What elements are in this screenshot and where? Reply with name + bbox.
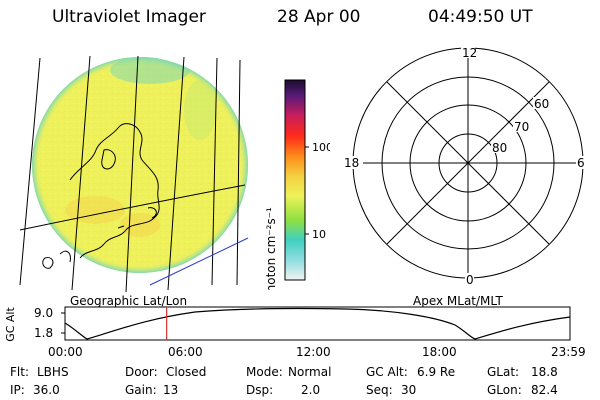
dsp-value: 2.0: [301, 383, 321, 397]
gcalt-label: GC Alt:: [366, 365, 408, 379]
observation-date: 28 Apr 00: [277, 7, 361, 27]
longitude-grid: [19, 55, 241, 293]
ip-value: 36.0: [33, 383, 60, 397]
polar-panel-title: Apex MLat/MLT: [413, 294, 503, 308]
altitude-ylabel: GC Alt: [3, 307, 17, 342]
seq-value: 30: [401, 383, 417, 397]
island-outline: [42, 257, 54, 269]
time-tick-2359: 23:59: [551, 345, 586, 359]
colorbar-tick-10: 10: [312, 228, 326, 241]
disk-edge: [32, 57, 248, 273]
flt-value: LBHS: [37, 365, 69, 379]
lat-label-80: 80: [492, 141, 507, 155]
polar-grid: [352, 47, 584, 279]
mode-value: Normal: [288, 365, 332, 379]
altitude-ytick-low: 1.8: [34, 326, 54, 340]
colorbar: 100 10 photon cm⁻²s⁻¹: [264, 79, 330, 290]
gcalt-value: 6.9 Re: [417, 365, 456, 379]
altitude-plot: [61, 306, 571, 341]
time-tick-0000: 00:00: [48, 345, 83, 359]
glon-value: 82.4: [531, 383, 558, 397]
mode-label: Mode:: [246, 365, 283, 379]
mlt-label-12: 12: [462, 46, 477, 60]
altitude-curve: [64, 307, 571, 340]
polar-plot: 12 18 6 0 60 70 80: [341, 46, 588, 287]
observation-time: 04:49:50 UT: [428, 7, 533, 27]
gain-label: Gain:: [125, 383, 157, 397]
glon-label: GLon:: [487, 383, 522, 397]
colorbar-unit-label: photon cm⁻²s⁻¹: [264, 207, 278, 290]
glat-label: GLat:: [487, 365, 520, 379]
colorbar-tick-100: 100: [312, 141, 330, 154]
time-tick-1200: 12:00: [296, 345, 331, 359]
seq-label: Seq:: [366, 383, 393, 397]
ip-label: IP:: [10, 383, 25, 397]
altitude-ytick-high: 9.0: [34, 306, 54, 320]
mlt-label-0: 0: [466, 273, 474, 287]
uv-image-panel: [19, 55, 249, 293]
dsp-label: Dsp:: [246, 383, 274, 397]
lat-label-60: 60: [534, 97, 549, 111]
terminator-line: [149, 237, 249, 286]
flt-label: Flt:: [10, 365, 29, 379]
instrument-title: Ultraviolet Imager: [52, 7, 206, 27]
image-panel-title: Geographic Lat/Lon: [70, 294, 188, 308]
mlt-label-18: 18: [344, 156, 359, 170]
lat-label-70: 70: [514, 120, 529, 134]
time-tick-0600: 06:00: [168, 345, 203, 359]
glat-value: 18.8: [531, 365, 558, 379]
colorbar-scale: [284, 79, 306, 281]
mlt-label-6: 6: [577, 156, 585, 170]
coastline: [59, 123, 160, 263]
door-label: Door:: [125, 365, 158, 379]
altitude-plot-frame: [64, 306, 571, 341]
latitude-grid: [19, 184, 246, 231]
gain-value: 13: [163, 383, 179, 397]
door-value: Closed: [166, 365, 207, 379]
time-tick-1800: 18:00: [422, 345, 457, 359]
